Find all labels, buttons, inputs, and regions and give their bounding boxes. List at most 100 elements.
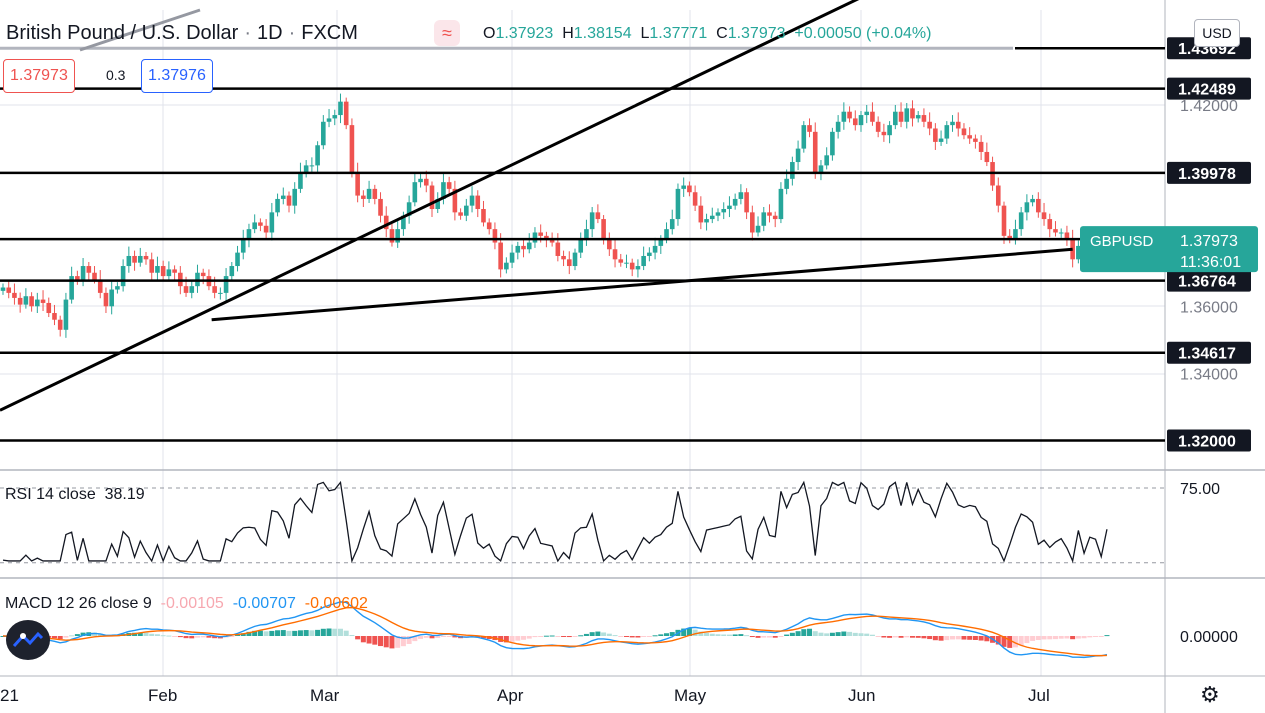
candle[interactable] bbox=[572, 252, 578, 267]
candle[interactable] bbox=[589, 212, 595, 230]
candle[interactable] bbox=[1030, 198, 1035, 203]
candle[interactable] bbox=[624, 262, 629, 264]
candle[interactable] bbox=[86, 266, 92, 273]
candle[interactable] bbox=[246, 229, 252, 240]
sell-button[interactable]: 1.37973 bbox=[3, 59, 75, 93]
candle[interactable] bbox=[687, 185, 692, 193]
candle[interactable] bbox=[629, 262, 635, 270]
candle[interactable] bbox=[17, 297, 23, 305]
candle[interactable] bbox=[235, 252, 240, 267]
candle[interactable] bbox=[423, 178, 429, 186]
candle[interactable] bbox=[521, 245, 526, 250]
candle[interactable] bbox=[675, 188, 681, 220]
candle[interactable] bbox=[0, 287, 6, 291]
candle[interactable] bbox=[464, 205, 469, 216]
trendline[interactable] bbox=[0, 0, 878, 412]
candle[interactable] bbox=[601, 219, 606, 240]
candle[interactable] bbox=[343, 101, 349, 126]
candle[interactable] bbox=[492, 229, 498, 243]
candle[interactable] bbox=[904, 108, 910, 122]
candle[interactable] bbox=[395, 229, 400, 243]
trendline[interactable] bbox=[211, 247, 1073, 322]
candle[interactable] bbox=[784, 178, 789, 189]
candle[interactable] bbox=[309, 165, 315, 167]
candle[interactable] bbox=[481, 209, 486, 223]
candle[interactable] bbox=[372, 188, 378, 199]
candle[interactable] bbox=[709, 215, 715, 220]
candle[interactable] bbox=[647, 252, 652, 256]
candle[interactable] bbox=[967, 135, 972, 139]
interval[interactable]: 1D bbox=[257, 22, 283, 44]
candle[interactable] bbox=[275, 198, 280, 213]
candle[interactable] bbox=[166, 269, 172, 277]
candle[interactable] bbox=[778, 188, 784, 220]
candle[interactable] bbox=[549, 239, 555, 243]
candle[interactable] bbox=[887, 125, 892, 136]
candle[interactable] bbox=[538, 232, 543, 236]
candle[interactable] bbox=[727, 205, 732, 210]
candle[interactable] bbox=[681, 185, 686, 189]
candle[interactable] bbox=[1013, 229, 1018, 240]
candle[interactable] bbox=[635, 266, 641, 270]
candle[interactable] bbox=[412, 182, 418, 203]
candle[interactable] bbox=[938, 138, 944, 142]
candle[interactable] bbox=[378, 198, 383, 216]
candle[interactable] bbox=[927, 121, 932, 129]
candle[interactable] bbox=[544, 235, 549, 240]
candle[interactable] bbox=[995, 185, 1001, 206]
candle[interactable] bbox=[669, 219, 675, 230]
candle[interactable] bbox=[286, 195, 292, 206]
candle[interactable] bbox=[744, 192, 749, 213]
candle[interactable] bbox=[1058, 232, 1064, 234]
candle[interactable] bbox=[252, 222, 257, 230]
candle[interactable] bbox=[1076, 245, 1081, 260]
candle[interactable] bbox=[189, 286, 195, 293]
candle[interactable] bbox=[738, 192, 744, 199]
candle[interactable] bbox=[218, 292, 223, 294]
candle[interactable] bbox=[504, 262, 509, 270]
candle[interactable] bbox=[515, 245, 521, 253]
candle[interactable] bbox=[435, 198, 441, 210]
candle[interactable] bbox=[172, 269, 177, 273]
candle[interactable] bbox=[406, 202, 412, 216]
candle[interactable] bbox=[835, 121, 841, 132]
candle[interactable] bbox=[698, 205, 704, 223]
candle[interactable] bbox=[486, 222, 492, 230]
candle[interactable] bbox=[973, 138, 978, 142]
candle[interactable] bbox=[526, 242, 532, 250]
candle[interactable] bbox=[361, 195, 366, 199]
candle[interactable] bbox=[269, 212, 275, 233]
candle[interactable] bbox=[349, 125, 355, 173]
candle[interactable] bbox=[795, 148, 801, 163]
candle[interactable] bbox=[1064, 232, 1070, 240]
candle[interactable] bbox=[12, 292, 17, 298]
candle[interactable] bbox=[120, 266, 126, 287]
candle[interactable] bbox=[57, 319, 63, 330]
candle[interactable] bbox=[870, 111, 875, 122]
candle[interactable] bbox=[332, 115, 338, 119]
candle[interactable] bbox=[852, 118, 858, 126]
candle[interactable] bbox=[97, 279, 103, 293]
candle[interactable] bbox=[1018, 212, 1024, 230]
candle[interactable] bbox=[35, 299, 40, 307]
macd-legend[interactable]: MACD 12 26 close 9 -0.00105 -0.00707 -0.… bbox=[5, 595, 368, 613]
candle[interactable] bbox=[240, 239, 246, 253]
candle[interactable] bbox=[824, 155, 829, 166]
candle[interactable] bbox=[315, 145, 320, 166]
candle[interactable] bbox=[355, 172, 360, 196]
candle[interactable] bbox=[858, 115, 864, 126]
settings-gear-icon[interactable]: ⚙ bbox=[1200, 682, 1220, 707]
candle[interactable] bbox=[29, 296, 34, 307]
currency-button[interactable]: USD bbox=[1194, 19, 1240, 47]
candle[interactable] bbox=[607, 239, 612, 250]
candle[interactable] bbox=[200, 272, 206, 277]
candle[interactable] bbox=[63, 299, 69, 330]
candle[interactable] bbox=[475, 195, 481, 210]
tradingview-logo[interactable] bbox=[6, 620, 50, 660]
candle[interactable] bbox=[732, 198, 738, 206]
candle[interactable] bbox=[584, 229, 589, 240]
candle[interactable] bbox=[1053, 229, 1058, 233]
candle[interactable] bbox=[812, 131, 818, 173]
candle[interactable] bbox=[263, 225, 269, 233]
candle[interactable] bbox=[618, 259, 624, 263]
